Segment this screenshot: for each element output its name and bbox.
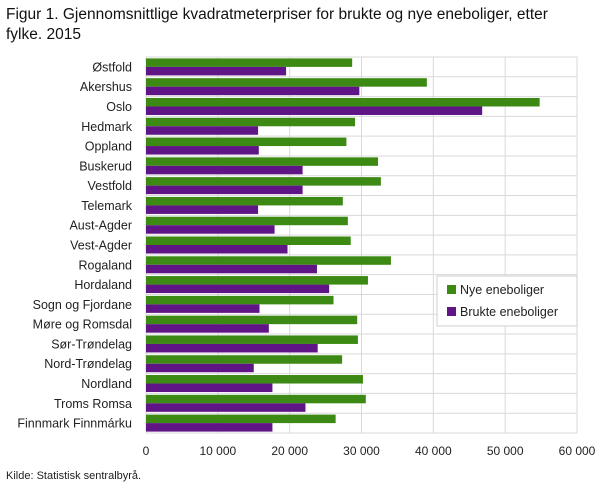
category-label: Finnmark Finnmárku [17, 417, 132, 431]
bar-brukte-eneboliger [146, 66, 287, 76]
bar-brukte-eneboliger [146, 86, 360, 96]
bar-brukte-eneboliger [146, 126, 259, 135]
category-label: Østfold [92, 60, 132, 74]
bar-nye-eneboliger [146, 414, 336, 424]
bar-nye-eneboliger [146, 375, 363, 384]
category-label: Oslo [106, 100, 132, 114]
bar-nye-eneboliger [146, 355, 343, 364]
category-label: Møre og Romsdal [33, 318, 132, 332]
bar-brukte-eneboliger [146, 363, 254, 373]
bar-nye-eneboliger [146, 295, 334, 305]
bar-brukte-eneboliger [146, 245, 288, 254]
legend-swatch-nye [447, 285, 456, 294]
bar-nye-eneboliger [146, 315, 358, 325]
bar-nye-eneboliger [146, 256, 391, 265]
bar-nye-eneboliger [146, 137, 347, 147]
x-tick-label: 20 000 [271, 444, 308, 458]
category-label: Buskerud [79, 159, 132, 173]
legend-label-brukte: Brukte eneboliger [460, 305, 558, 319]
category-labels: Østfold Akershus Oslo Hedmark Oppland Buskeru… [17, 60, 132, 430]
chart-title: Figur 1. Gjennomsnittlige kvadratmeterpr… [6, 6, 548, 43]
bar-brukte-eneboliger [146, 304, 260, 313]
bar-nye-eneboliger [146, 157, 379, 166]
bar-nye-eneboliger [146, 58, 353, 67]
category-label: Oppland [85, 140, 132, 154]
category-label: Vest-Agder [70, 239, 132, 253]
category-label: Vestfold [88, 179, 133, 193]
category-label: Akershus [80, 80, 132, 94]
bar-nye-eneboliger [146, 117, 356, 127]
bar-nye-eneboliger [146, 177, 381, 186]
category-label: Sogn og Fjordane [33, 298, 132, 312]
legend-box [436, 275, 578, 327]
bar-nye-eneboliger [146, 276, 368, 285]
category-label: Troms Romsa [54, 397, 132, 411]
bar-nye-eneboliger [146, 335, 358, 344]
x-tick-label: 40 000 [415, 444, 452, 458]
x-tick-labels: 0 10 000 20 000 30 000 40 000 50 000 60 000 [143, 444, 596, 458]
category-label: Hordaland [74, 278, 132, 292]
category-label: Telemark [81, 199, 132, 213]
bar-brukte-eneboliger [146, 106, 483, 115]
category-label: Rogaland [78, 258, 132, 272]
source-note: Kilde: Statistisk sentralbyrå. [6, 470, 142, 482]
bar-brukte-eneboliger [146, 165, 303, 175]
bar-brukte-eneboliger [146, 264, 317, 274]
bar-brukte-eneboliger [146, 185, 303, 195]
legend-label-nye: Nye eneboliger [460, 283, 544, 297]
x-tick-label: 10 000 [199, 444, 236, 458]
category-label: Aust-Agder [69, 219, 132, 233]
bar-brukte-eneboliger [146, 324, 269, 333]
bar-nye-eneboliger [146, 196, 343, 206]
x-tick-label: 0 [143, 444, 150, 458]
x-tick-label: 60 000 [559, 444, 596, 458]
category-label: Nord-Trøndelag [44, 357, 132, 371]
category-label: Sør-Trøndelag [51, 337, 132, 351]
bar-nye-eneboliger [146, 236, 351, 245]
category-label: Nordland [81, 377, 132, 391]
bar-nye-eneboliger [146, 78, 427, 87]
bar-brukte-eneboliger [146, 146, 259, 155]
bar-brukte-eneboliger [146, 383, 273, 393]
bar-brukte-eneboliger [146, 403, 306, 412]
bars [146, 58, 540, 432]
x-tick-label: 30 000 [343, 444, 380, 458]
bar-brukte-eneboliger [146, 225, 275, 234]
category-label: Hedmark [81, 120, 132, 134]
x-tick-label: 50 000 [487, 444, 524, 458]
bar-nye-eneboliger [146, 216, 348, 226]
bar-brukte-eneboliger [146, 343, 318, 353]
bar-brukte-eneboliger [146, 205, 259, 214]
legend: Nye eneboliger Brukte eneboliger [436, 275, 578, 327]
bar-nye-eneboliger [146, 97, 540, 107]
legend-swatch-brukte [447, 307, 456, 316]
bar-brukte-eneboliger [146, 423, 273, 432]
bar-brukte-eneboliger [146, 284, 330, 294]
bar-nye-eneboliger [146, 394, 366, 404]
